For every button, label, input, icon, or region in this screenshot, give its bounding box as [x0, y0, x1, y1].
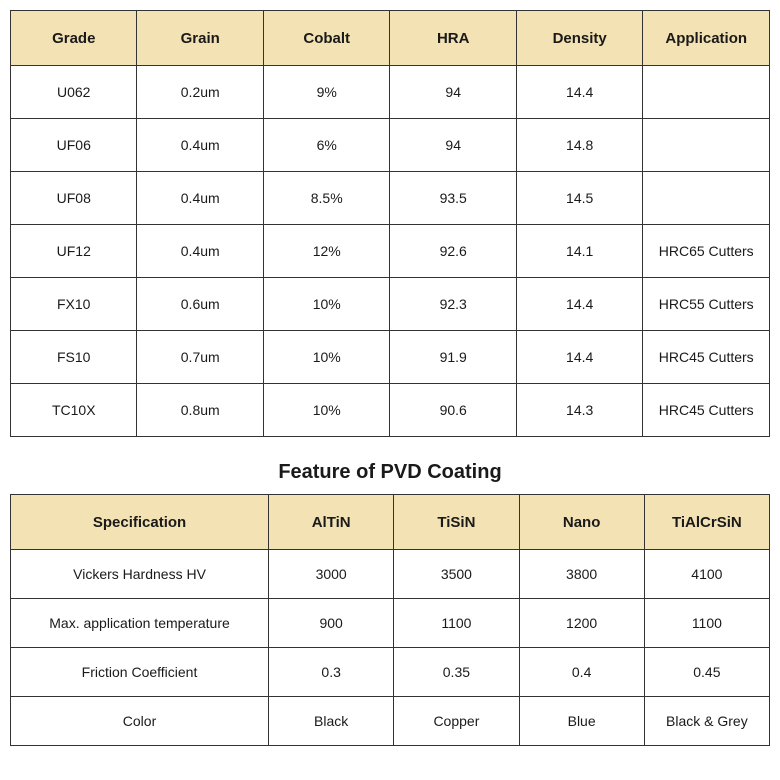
cell: 90.6 — [390, 384, 516, 437]
col-grade: Grade — [11, 11, 137, 66]
cell: 6% — [263, 119, 389, 172]
cell: 0.4 — [519, 648, 644, 697]
col-density: Density — [516, 11, 642, 66]
cell: U062 — [11, 66, 137, 119]
cell: 94 — [390, 119, 516, 172]
cell — [643, 119, 770, 172]
table-row: FS10 0.7um 10% 91.9 14.4 HRC45 Cutters — [11, 331, 770, 384]
cell: HRC65 Cutters — [643, 225, 770, 278]
table-header-row: Grade Grain Cobalt HRA Density Applicati… — [11, 11, 770, 66]
cell: UF12 — [11, 225, 137, 278]
col-specification: Specification — [11, 495, 269, 550]
cell: 9% — [263, 66, 389, 119]
cell: Friction Coefficient — [11, 648, 269, 697]
cell: Color — [11, 697, 269, 746]
cell: 1100 — [644, 599, 769, 648]
cell: 1100 — [394, 599, 519, 648]
cell: Blue — [519, 697, 644, 746]
table-row: UF12 0.4um 12% 92.6 14.1 HRC65 Cutters — [11, 225, 770, 278]
cell: 900 — [269, 599, 394, 648]
cell: 14.1 — [516, 225, 642, 278]
table-row: FX10 0.6um 10% 92.3 14.4 HRC55 Cutters — [11, 278, 770, 331]
cell: 10% — [263, 331, 389, 384]
cell: HRC45 Cutters — [643, 384, 770, 437]
cell: 4100 — [644, 550, 769, 599]
col-hra: HRA — [390, 11, 516, 66]
cell — [643, 172, 770, 225]
col-cobalt: Cobalt — [263, 11, 389, 66]
cell: 14.3 — [516, 384, 642, 437]
col-tisin: TiSiN — [394, 495, 519, 550]
cell: FX10 — [11, 278, 137, 331]
cell: 0.6um — [137, 278, 263, 331]
table-row: Friction Coefficient 0.3 0.35 0.4 0.45 — [11, 648, 770, 697]
cell: 10% — [263, 384, 389, 437]
coating-table: Specification AlTiN TiSiN Nano TiAlCrSiN… — [10, 494, 770, 746]
section-title: Feature of PVD Coating — [10, 461, 770, 484]
cell — [643, 66, 770, 119]
cell: Max. application temperature — [11, 599, 269, 648]
col-altin: AlTiN — [269, 495, 394, 550]
cell: 0.35 — [394, 648, 519, 697]
cell: UF08 — [11, 172, 137, 225]
col-nano: Nano — [519, 495, 644, 550]
cell: 3500 — [394, 550, 519, 599]
cell: TC10X — [11, 384, 137, 437]
grades-table: Grade Grain Cobalt HRA Density Applicati… — [10, 10, 770, 437]
cell: 91.9 — [390, 331, 516, 384]
table-row: UF08 0.4um 8.5% 93.5 14.5 — [11, 172, 770, 225]
cell: Black & Grey — [644, 697, 769, 746]
table-row: Color Black Copper Blue Black & Grey — [11, 697, 770, 746]
cell: 3000 — [269, 550, 394, 599]
cell: 0.7um — [137, 331, 263, 384]
table-header-row: Specification AlTiN TiSiN Nano TiAlCrSiN — [11, 495, 770, 550]
cell: 0.4um — [137, 172, 263, 225]
table-row: Max. application temperature 900 1100 12… — [11, 599, 770, 648]
cell: FS10 — [11, 331, 137, 384]
cell: 14.4 — [516, 66, 642, 119]
cell: 12% — [263, 225, 389, 278]
table-row: TC10X 0.8um 10% 90.6 14.3 HRC45 Cutters — [11, 384, 770, 437]
cell: HRC45 Cutters — [643, 331, 770, 384]
cell: UF06 — [11, 119, 137, 172]
table-row: U062 0.2um 9% 94 14.4 — [11, 66, 770, 119]
cell: HRC55 Cutters — [643, 278, 770, 331]
cell: 3800 — [519, 550, 644, 599]
col-application: Application — [643, 11, 770, 66]
cell: 14.4 — [516, 278, 642, 331]
cell: Copper — [394, 697, 519, 746]
cell: 0.3 — [269, 648, 394, 697]
cell: 0.4um — [137, 119, 263, 172]
cell: 14.4 — [516, 331, 642, 384]
cell: 8.5% — [263, 172, 389, 225]
cell: 94 — [390, 66, 516, 119]
cell: 0.45 — [644, 648, 769, 697]
cell: 10% — [263, 278, 389, 331]
col-tialcrsin: TiAlCrSiN — [644, 495, 769, 550]
cell: 92.6 — [390, 225, 516, 278]
cell: 1200 — [519, 599, 644, 648]
table-row: Vickers Hardness HV 3000 3500 3800 4100 — [11, 550, 770, 599]
cell: 14.5 — [516, 172, 642, 225]
cell: 0.2um — [137, 66, 263, 119]
table-row: UF06 0.4um 6% 94 14.8 — [11, 119, 770, 172]
col-grain: Grain — [137, 11, 263, 66]
cell: 93.5 — [390, 172, 516, 225]
cell: 0.4um — [137, 225, 263, 278]
cell: 0.8um — [137, 384, 263, 437]
cell: Vickers Hardness HV — [11, 550, 269, 599]
cell: 92.3 — [390, 278, 516, 331]
cell: 14.8 — [516, 119, 642, 172]
cell: Black — [269, 697, 394, 746]
